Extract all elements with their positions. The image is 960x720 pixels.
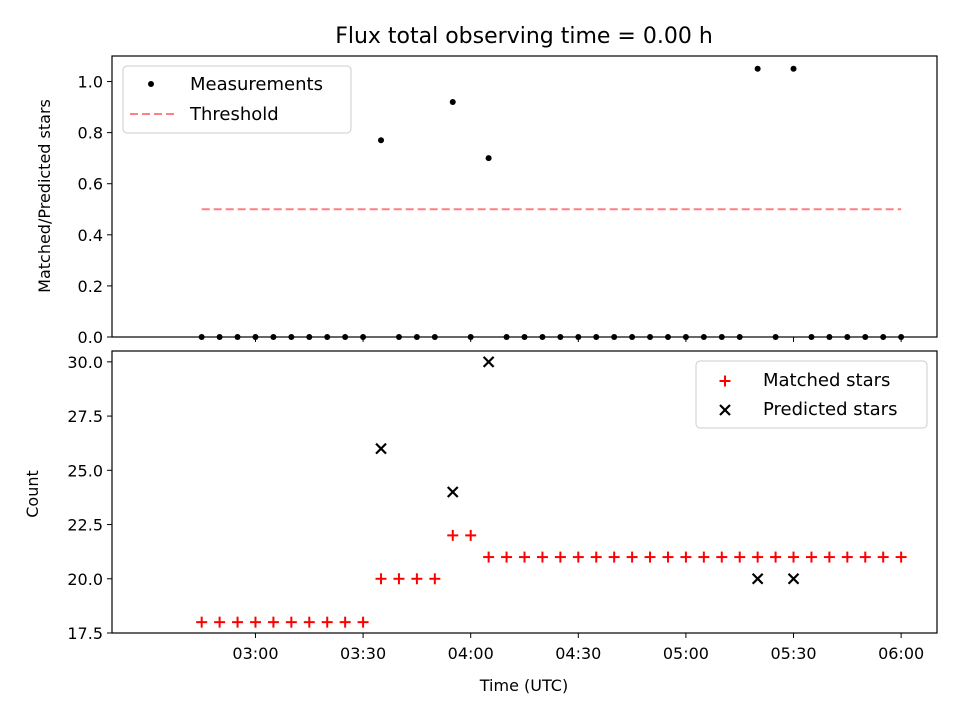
top-y-tick-label: 0.4 bbox=[78, 226, 103, 245]
matched-star-point bbox=[716, 551, 728, 563]
bottom-y-tick-label: 25.0 bbox=[67, 461, 103, 480]
top-y-tick-label: 0.8 bbox=[78, 124, 103, 143]
matched-star-point bbox=[823, 551, 835, 563]
matched-star-point bbox=[859, 551, 871, 563]
chart-title: Flux total observing time = 0.00 h bbox=[335, 24, 713, 49]
legend-predicted-label: Predicted stars bbox=[763, 399, 897, 420]
matched-star-point bbox=[267, 616, 279, 628]
matched-star-point bbox=[536, 551, 548, 563]
matched-star-point bbox=[519, 551, 530, 563]
predicted-star-point-b bbox=[446, 486, 459, 498]
matched-star-point bbox=[841, 551, 853, 563]
matched-star-point bbox=[411, 573, 423, 585]
bottom-x-tick-label: 03:00 bbox=[232, 644, 278, 663]
top-legend-box bbox=[122, 65, 352, 134]
bottom-x-axis-label: Time (UTC) bbox=[479, 676, 568, 695]
top-legend: Measurements Threshold bbox=[122, 65, 352, 134]
matched-star-point bbox=[375, 573, 387, 585]
bottom-y-tick-label: 20.0 bbox=[67, 570, 103, 589]
predicted-star-point bbox=[751, 572, 764, 585]
bottom-y-tick-label: 30.0 bbox=[67, 353, 103, 372]
predicted-star-point bbox=[482, 356, 495, 368]
bottom-legend: Matched stars Predicted stars bbox=[695, 360, 928, 429]
matched-star-point bbox=[232, 616, 244, 628]
bottom-panel: 17.5 20.0 22.5 25.0 27.5 30.0 03:00 03:30 04:00 0… bbox=[67, 350, 938, 663]
matched-star-point bbox=[321, 616, 333, 628]
matched-star-point bbox=[214, 616, 226, 628]
matched-star-point bbox=[572, 551, 584, 563]
top-y-tick-label: 0.0 bbox=[78, 328, 103, 347]
measurement-point bbox=[449, 98, 456, 105]
matched-star-point bbox=[895, 551, 907, 563]
predicted-star-point-b bbox=[751, 572, 764, 585]
top-y-tick-label: 1.0 bbox=[78, 73, 103, 92]
matched-star-point bbox=[501, 551, 513, 563]
matched-star-point bbox=[662, 551, 674, 563]
bottom-x-tick-label: 04:30 bbox=[555, 644, 601, 663]
bottom-x-tick-label: 04:00 bbox=[448, 644, 494, 663]
matched-star-point bbox=[393, 573, 405, 585]
measurement-point bbox=[754, 65, 761, 72]
matched-star-point bbox=[357, 616, 369, 628]
top-y-tick-label: 0.6 bbox=[78, 175, 103, 194]
legend-matched-label: Matched stars bbox=[763, 370, 890, 391]
matched-star-point bbox=[429, 573, 441, 585]
bottom-y-tick-label: 17.5 bbox=[67, 624, 103, 643]
legend-measurements-label: Measurements bbox=[190, 74, 323, 95]
matched-star-point bbox=[752, 551, 764, 563]
matched-star-point bbox=[196, 616, 208, 628]
matched-star-point bbox=[554, 551, 566, 563]
legend-predicted-marker-b bbox=[719, 404, 731, 416]
top-panel: 0.0 0.2 0.4 0.6 0.8 1.0 Measurements Threshold bbox=[78, 55, 938, 347]
matched-star-point bbox=[285, 616, 297, 628]
measurement-point bbox=[485, 155, 492, 162]
bottom-y-tick-label: 22.5 bbox=[67, 516, 103, 535]
matched-star-point bbox=[590, 551, 602, 563]
bottom-y-tick-label: 27.5 bbox=[67, 407, 103, 426]
matched-star-point bbox=[734, 551, 746, 563]
legend-measurements-marker bbox=[148, 81, 154, 87]
bottom-x-tick-label: 06:00 bbox=[878, 644, 924, 663]
predicted-star-point bbox=[446, 486, 459, 498]
legend-threshold-label: Threshold bbox=[189, 104, 279, 125]
predicted-star-point bbox=[787, 572, 800, 585]
matched-star-point bbox=[447, 529, 459, 541]
matched-star-point bbox=[698, 551, 710, 563]
legend-matched-marker bbox=[719, 375, 731, 387]
matched-star-point bbox=[249, 616, 261, 628]
matched-star-point bbox=[644, 551, 656, 563]
predicted-star-point-b bbox=[482, 356, 495, 368]
matched-star-point bbox=[626, 551, 638, 563]
matched-star-point bbox=[788, 551, 800, 563]
matched-star-point bbox=[770, 551, 782, 563]
predicted-star-point-b bbox=[375, 442, 387, 455]
matched-star-point bbox=[339, 616, 351, 628]
top-y-axis-label: Matched/Predicted stars bbox=[35, 99, 54, 293]
matched-star-point bbox=[483, 551, 495, 563]
plot-frame bbox=[111, 350, 938, 634]
bottom-x-tick-label: 05:30 bbox=[770, 644, 816, 663]
predicted-star-point-b bbox=[787, 572, 800, 585]
matched-star-point bbox=[303, 616, 315, 628]
top-y-tick-label: 0.2 bbox=[78, 277, 103, 296]
predicted-star-point bbox=[375, 442, 387, 455]
legend-predicted-marker bbox=[719, 404, 731, 416]
matched-star-point bbox=[877, 551, 889, 563]
bottom-legend-box bbox=[695, 360, 928, 429]
bottom-x-tick-label: 05:00 bbox=[663, 644, 709, 663]
bottom-x-tick-label: 03:30 bbox=[340, 644, 386, 663]
measurement-point bbox=[378, 137, 385, 144]
matched-star-point bbox=[465, 529, 477, 541]
matched-star-point bbox=[680, 551, 692, 563]
plot-frame bbox=[111, 55, 938, 338]
measurement-point bbox=[790, 65, 797, 72]
matched-star-point bbox=[608, 551, 620, 563]
matched-star-point bbox=[805, 551, 817, 563]
bottom-y-axis-label: Count bbox=[23, 470, 42, 518]
